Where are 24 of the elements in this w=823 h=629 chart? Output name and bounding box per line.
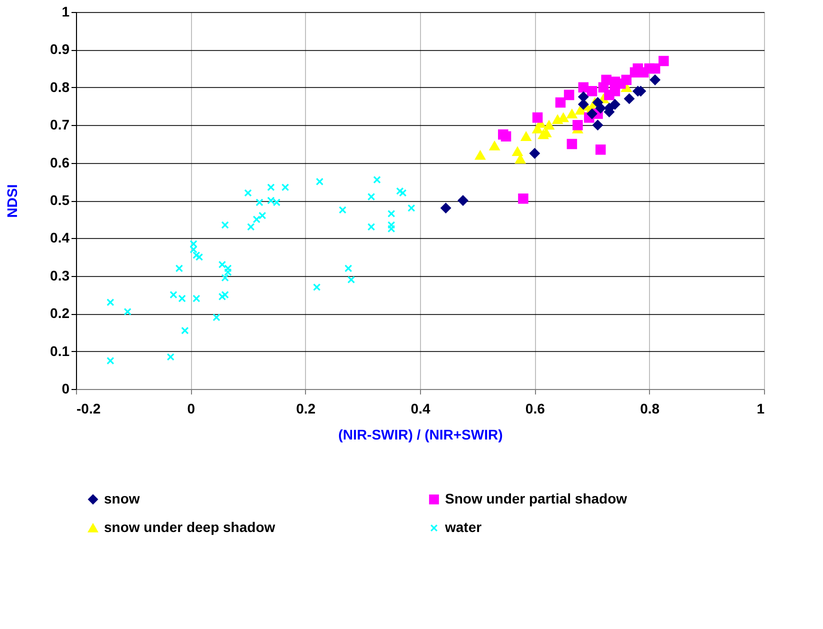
y-axis-title: NDSI xyxy=(4,184,20,218)
x-tick-label: 0 xyxy=(187,400,196,416)
y-tick-label: 0.7 xyxy=(50,116,70,133)
x-tick-label: 1 xyxy=(756,400,765,416)
legend-label: snow xyxy=(104,490,140,506)
legend-label: water xyxy=(444,519,482,535)
y-tick-label: 0.3 xyxy=(50,267,70,284)
x-tick-label: 0.6 xyxy=(525,400,546,416)
y-tick-label: 0.6 xyxy=(50,154,70,170)
x-axis-title: (NIR-SWIR) / (NIR+SWIR) xyxy=(338,426,503,442)
y-tick-label: 1 xyxy=(62,4,70,20)
y-tick-label: 0.4 xyxy=(50,230,70,246)
x-tick-label: -0.2 xyxy=(76,400,101,416)
x-tick-label: 0.8 xyxy=(640,400,660,416)
y-tick-label: 0 xyxy=(62,380,70,396)
y-tick-label: 0.2 xyxy=(50,305,70,322)
y-tick-label: 0.9 xyxy=(50,41,70,58)
y-tick-label: 0.8 xyxy=(50,78,70,95)
legend-label: snow under deep shadow xyxy=(104,519,276,535)
legend-label: Snow under partial shadow xyxy=(445,490,628,506)
x-tick-label: 0.4 xyxy=(410,400,430,416)
y-tick-label: 0.5 xyxy=(50,192,70,208)
x-tick-label: 0.2 xyxy=(296,400,316,416)
y-tick-label: 0.1 xyxy=(50,342,70,359)
